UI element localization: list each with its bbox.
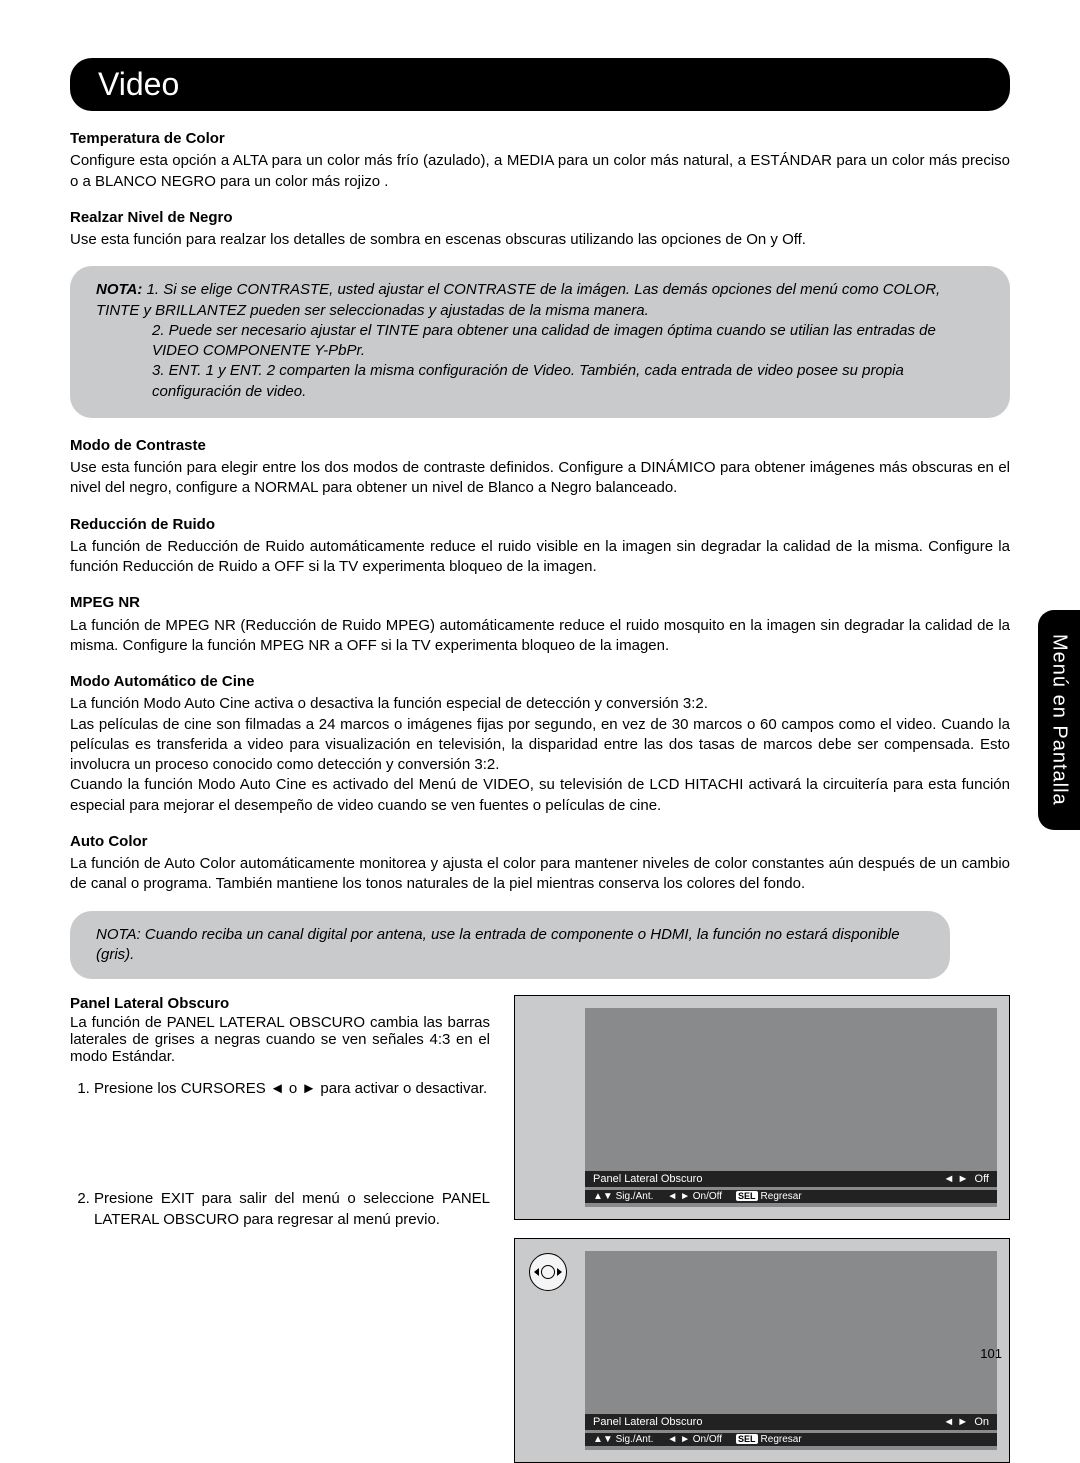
section-realzar-nivel-negro: Realzar Nivel de Negro Use esta función …: [70, 208, 1010, 251]
section-title-bar: Video: [70, 58, 1010, 111]
tv-arrows-2: ◄ ►: [943, 1416, 968, 1428]
tv-hint-toggle-2: ◄ ► On/Off: [667, 1434, 722, 1445]
side-tab-label: Menú en Pantalla: [1048, 634, 1071, 806]
panel-lateral-text-col: Panel Lateral Obscuro La función de PANE…: [70, 995, 490, 1463]
intro-panel-lateral: La función de PANEL LATERAL OBSCURO camb…: [70, 1014, 490, 1065]
side-tab: Menú en Pantalla: [1038, 610, 1080, 830]
tv-screen-1: Panel Lateral Obscuro ◄ ► Off ▲▼ Sig./An…: [585, 1008, 997, 1207]
heading-auto-color: Auto Color: [70, 832, 1010, 852]
section-reduccion-ruido: Reducción de Ruido La función de Reducci…: [70, 515, 1010, 578]
note1-item1: 1. Si se elige CONTRASTE, usted ajustar …: [96, 281, 940, 318]
tv-prompt-label-2: Panel Lateral Obscuro: [593, 1416, 702, 1428]
body-auto-color: La función de Auto Color automáticamente…: [70, 854, 1010, 895]
heading-modo-contraste: Modo de Contraste: [70, 436, 1010, 456]
line3-modo-auto-cine: Cuando la función Modo Auto Cine es acti…: [70, 775, 1010, 816]
note-box-1: NOTA: 1. Si se elige CONTRASTE, usted aj…: [70, 266, 1010, 418]
tv-prompt-1: Panel Lateral Obscuro ◄ ► Off: [585, 1171, 997, 1187]
tv-arrows-1: ◄ ►: [944, 1173, 969, 1185]
tv-illustrations-col: Panel Lateral Obscuro ◄ ► Off ▲▼ Sig./An…: [514, 995, 1010, 1463]
section-title: Video: [98, 66, 179, 102]
triangle-left-icon: [534, 1268, 539, 1276]
tv-hint-row-2: ▲▼ Sig./Ant. ◄ ► On/Off SELRegresar: [585, 1433, 997, 1446]
remote-cursor-icon: [529, 1253, 567, 1291]
section-mpeg-nr: MPEG NR La función de MPEG NR (Reducción…: [70, 593, 1010, 656]
section-auto-color: Auto Color La función de Auto Color auto…: [70, 832, 1010, 895]
steps-list: Presione los CURSORES ◄ o ► para activar…: [70, 1079, 490, 1230]
body-modo-auto-cine: Las películas de cine son filmadas a 24 …: [70, 715, 1010, 776]
triangle-right-icon: [557, 1268, 562, 1276]
tv-hint-nav-1: Sig./Ant.: [616, 1191, 654, 1202]
note1-item2: 2. Puede ser necesario ajustar el TINTE …: [96, 321, 984, 362]
body-modo-contraste: Use esta función para elegir entre los d…: [70, 458, 1010, 499]
heading-panel-lateral: Panel Lateral Obscuro: [70, 995, 490, 1012]
note2-body: Cuando reciba un canal digital por anten…: [96, 926, 900, 963]
tv-hint-toggle-1: ◄ ► On/Off: [667, 1191, 722, 1202]
heading-modo-auto-cine: Modo Automático de Cine: [70, 672, 1010, 692]
note1-line1: NOTA: 1. Si se elige CONTRASTE, usted aj…: [96, 280, 984, 321]
body-mpeg-nr: La función de MPEG NR (Reducción de Ruid…: [70, 616, 1010, 657]
heading-mpeg-nr: MPEG NR: [70, 593, 1010, 613]
line1-modo-auto-cine: La función Modo Auto Cine activa o desac…: [70, 694, 1010, 714]
note-box-2: NOTA: Cuando reciba un canal digital por…: [70, 911, 950, 980]
heading-realzar-nivel: Realzar Nivel de Negro: [70, 208, 1010, 228]
sel-badge-1: SEL: [736, 1191, 758, 1201]
note2-lead: NOTA:: [96, 926, 141, 943]
tv-hint-nav-2: Sig./Ant.: [616, 1434, 654, 1445]
step-2: Presione EXIT para salir del menú o sele…: [94, 1189, 490, 1230]
tv-prompt-label-1: Panel Lateral Obscuro: [593, 1173, 702, 1185]
tv-hint-row-1: ▲▼ Sig./Ant. ◄ ► On/Off SELRegresar: [585, 1190, 997, 1203]
tv-frame-2: Panel Lateral Obscuro ◄ ► On ▲▼ Sig./Ant…: [514, 1238, 1010, 1463]
step-1: Presione los CURSORES ◄ o ► para activar…: [94, 1079, 490, 1099]
heading-reduccion-ruido: Reducción de Ruido: [70, 515, 1010, 535]
body-realzar-nivel: Use esta función para realzar los detall…: [70, 230, 1010, 250]
body-temperatura-color: Configure esta opción a ALTA para un col…: [70, 151, 1010, 192]
tv-frame-1: Panel Lateral Obscuro ◄ ► Off ▲▼ Sig./An…: [514, 995, 1010, 1220]
note1-item3: 3. ENT. 1 y ENT. 2 comparten la misma co…: [96, 361, 984, 402]
circle-icon: [541, 1265, 555, 1279]
page-number: 101: [980, 1346, 1002, 1361]
tv-prompt-2: Panel Lateral Obscuro ◄ ► On: [585, 1414, 997, 1430]
section-temperatura-color: Temperatura de Color Configure esta opci…: [70, 129, 1010, 192]
section-modo-contraste: Modo de Contraste Use esta función para …: [70, 436, 1010, 499]
sel-badge-2: SEL: [736, 1434, 758, 1444]
tv-screen-2: Panel Lateral Obscuro ◄ ► On ▲▼ Sig./Ant…: [585, 1251, 997, 1450]
tv-hint-back-2: Regresar: [761, 1434, 802, 1445]
tv-hint-back-1: Regresar: [761, 1191, 802, 1202]
tv-value-2: On: [974, 1416, 989, 1428]
section-panel-lateral-obscuro: Panel Lateral Obscuro La función de PANE…: [70, 995, 1010, 1463]
note1-lead: NOTA:: [96, 281, 142, 298]
tv-value-1: Off: [975, 1173, 989, 1185]
heading-temperatura-color: Temperatura de Color: [70, 129, 1010, 149]
section-modo-auto-cine: Modo Automático de Cine La función Modo …: [70, 672, 1010, 816]
body-reduccion-ruido: La función de Reducción de Ruido automát…: [70, 537, 1010, 578]
